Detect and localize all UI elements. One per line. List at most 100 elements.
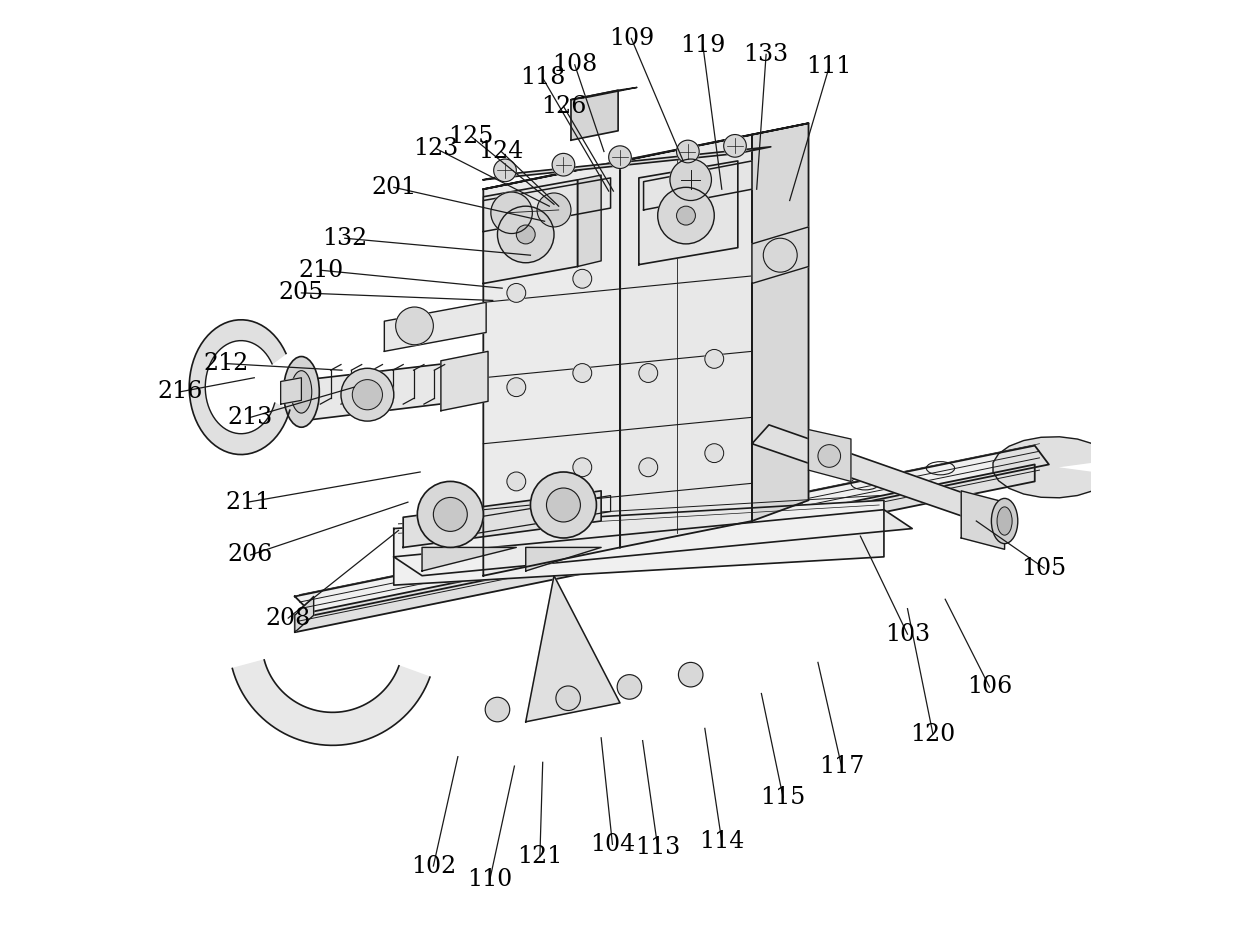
Circle shape: [491, 192, 532, 233]
Text: 123: 123: [414, 137, 459, 160]
Text: 114: 114: [699, 830, 744, 853]
Text: 201: 201: [371, 176, 417, 199]
Circle shape: [704, 349, 724, 368]
Ellipse shape: [284, 357, 320, 428]
Text: 104: 104: [590, 833, 635, 856]
Text: 103: 103: [885, 623, 930, 646]
Text: 102: 102: [410, 854, 456, 878]
Circle shape: [547, 488, 580, 522]
Polygon shape: [751, 425, 990, 521]
Text: 124: 124: [479, 140, 525, 163]
Circle shape: [531, 472, 596, 538]
Circle shape: [352, 379, 382, 410]
Polygon shape: [526, 548, 601, 571]
Polygon shape: [993, 437, 1112, 497]
Polygon shape: [308, 359, 486, 420]
Circle shape: [704, 444, 724, 463]
Circle shape: [418, 481, 484, 548]
Circle shape: [639, 458, 657, 477]
Text: 211: 211: [224, 491, 270, 514]
Circle shape: [537, 193, 570, 227]
Ellipse shape: [997, 507, 1012, 535]
Polygon shape: [295, 597, 314, 632]
Polygon shape: [484, 160, 620, 576]
Polygon shape: [578, 175, 601, 266]
Polygon shape: [295, 446, 1049, 615]
Text: 113: 113: [635, 835, 681, 859]
Text: 110: 110: [467, 868, 512, 891]
Polygon shape: [190, 320, 290, 454]
Circle shape: [609, 146, 631, 168]
Text: 106: 106: [967, 675, 1012, 699]
Circle shape: [497, 206, 554, 262]
Polygon shape: [751, 124, 808, 521]
Circle shape: [657, 187, 714, 244]
Circle shape: [552, 153, 575, 176]
Text: 210: 210: [299, 259, 343, 281]
Polygon shape: [961, 491, 1004, 549]
Polygon shape: [394, 500, 884, 585]
Circle shape: [573, 269, 591, 288]
Polygon shape: [639, 160, 738, 264]
Text: 212: 212: [203, 352, 249, 375]
Text: 109: 109: [609, 26, 653, 50]
Circle shape: [724, 135, 746, 157]
Polygon shape: [570, 91, 618, 141]
Circle shape: [507, 472, 526, 491]
Ellipse shape: [291, 371, 311, 413]
Text: 206: 206: [228, 544, 273, 566]
Circle shape: [494, 159, 516, 181]
Polygon shape: [384, 302, 486, 351]
Polygon shape: [808, 430, 851, 481]
Polygon shape: [295, 464, 1034, 632]
Text: 108: 108: [552, 53, 598, 76]
Polygon shape: [280, 378, 301, 404]
Text: 120: 120: [910, 722, 956, 746]
Text: 111: 111: [806, 55, 852, 78]
Text: 105: 105: [1022, 557, 1066, 580]
Circle shape: [485, 698, 510, 722]
Circle shape: [556, 686, 580, 711]
Text: 121: 121: [517, 845, 563, 868]
Text: 117: 117: [818, 754, 864, 778]
Circle shape: [677, 206, 696, 225]
Polygon shape: [751, 227, 808, 283]
Text: 118: 118: [520, 66, 565, 90]
Polygon shape: [403, 491, 601, 548]
Circle shape: [341, 368, 394, 421]
Circle shape: [573, 363, 591, 382]
Circle shape: [433, 497, 467, 531]
Polygon shape: [484, 177, 610, 231]
Circle shape: [396, 307, 433, 345]
Text: 119: 119: [681, 34, 725, 58]
Circle shape: [818, 445, 841, 467]
Polygon shape: [394, 510, 913, 576]
Polygon shape: [620, 135, 751, 548]
Circle shape: [507, 378, 526, 396]
Polygon shape: [570, 88, 637, 100]
Circle shape: [670, 159, 712, 200]
Polygon shape: [484, 147, 771, 179]
Circle shape: [677, 141, 699, 162]
Text: 213: 213: [228, 406, 273, 429]
Circle shape: [507, 283, 526, 302]
Circle shape: [639, 363, 657, 382]
Polygon shape: [484, 124, 808, 189]
Circle shape: [516, 225, 536, 244]
Polygon shape: [484, 179, 578, 283]
Circle shape: [678, 663, 703, 687]
Circle shape: [573, 458, 591, 477]
Text: 216: 216: [157, 380, 202, 403]
Circle shape: [618, 675, 641, 700]
Text: 126: 126: [541, 94, 587, 118]
Ellipse shape: [992, 498, 1018, 544]
Text: 115: 115: [760, 785, 806, 809]
Polygon shape: [526, 576, 620, 722]
Polygon shape: [422, 548, 516, 571]
Polygon shape: [232, 660, 430, 746]
Text: 205: 205: [279, 281, 324, 304]
Polygon shape: [441, 351, 489, 411]
Text: 208: 208: [265, 607, 311, 630]
Text: 132: 132: [322, 227, 367, 250]
Text: 133: 133: [744, 42, 789, 66]
